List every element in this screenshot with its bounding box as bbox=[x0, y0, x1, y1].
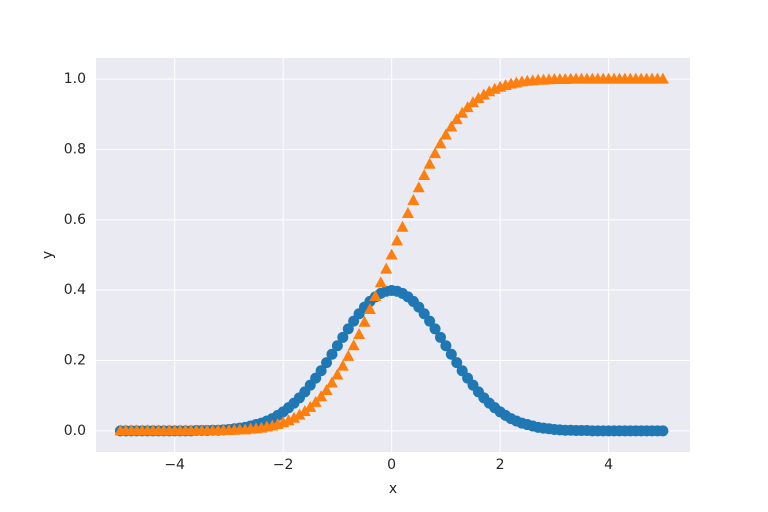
x-tick-label: 2 bbox=[496, 457, 505, 473]
point bbox=[396, 220, 409, 232]
y-tick-label: 0.0 bbox=[64, 423, 86, 439]
point bbox=[315, 365, 327, 377]
point bbox=[424, 315, 436, 327]
point bbox=[374, 276, 387, 288]
point bbox=[342, 349, 355, 361]
point bbox=[445, 348, 457, 360]
point bbox=[445, 120, 458, 132]
point bbox=[450, 113, 463, 125]
point bbox=[467, 96, 480, 108]
point bbox=[477, 88, 490, 100]
point bbox=[418, 168, 431, 180]
y-tick-label: 0.4 bbox=[64, 282, 86, 298]
point bbox=[429, 323, 441, 335]
y-axis-label: y bbox=[40, 251, 56, 259]
x-axis-label: x bbox=[389, 481, 397, 497]
point bbox=[429, 147, 442, 159]
point bbox=[337, 331, 349, 343]
point bbox=[472, 91, 485, 103]
point bbox=[342, 323, 354, 335]
point bbox=[423, 157, 436, 169]
point bbox=[380, 262, 393, 274]
point bbox=[288, 411, 300, 423]
point bbox=[326, 348, 338, 360]
point bbox=[401, 206, 414, 218]
y-tick-label: 0.8 bbox=[64, 141, 86, 157]
y-tick-label: 1.0 bbox=[64, 71, 86, 87]
point bbox=[657, 425, 669, 437]
point bbox=[298, 405, 311, 417]
point bbox=[331, 368, 344, 380]
point bbox=[358, 315, 371, 327]
point bbox=[434, 331, 446, 343]
point bbox=[353, 328, 366, 340]
point bbox=[451, 357, 463, 369]
point bbox=[321, 357, 333, 369]
point bbox=[456, 106, 469, 118]
point bbox=[434, 137, 447, 149]
point bbox=[347, 339, 360, 351]
point bbox=[325, 376, 338, 388]
point bbox=[320, 383, 333, 395]
x-tick-label: 0 bbox=[387, 457, 396, 473]
point bbox=[315, 390, 328, 402]
point bbox=[331, 340, 343, 352]
point bbox=[385, 248, 398, 260]
x-tick-label: −4 bbox=[164, 457, 185, 473]
x-tick-label: 4 bbox=[604, 457, 613, 473]
x-tick-label: −2 bbox=[273, 457, 294, 473]
point bbox=[293, 408, 306, 420]
y-tick-label: 0.6 bbox=[64, 212, 86, 228]
point bbox=[369, 290, 382, 302]
marks bbox=[114, 72, 669, 437]
point bbox=[656, 72, 669, 84]
point bbox=[439, 128, 452, 140]
point bbox=[407, 193, 420, 205]
y-tick-label: 0.2 bbox=[64, 353, 86, 369]
point bbox=[440, 340, 452, 352]
point bbox=[412, 181, 425, 193]
point bbox=[363, 303, 376, 315]
point bbox=[391, 234, 404, 246]
point bbox=[309, 395, 322, 407]
point bbox=[336, 359, 349, 371]
